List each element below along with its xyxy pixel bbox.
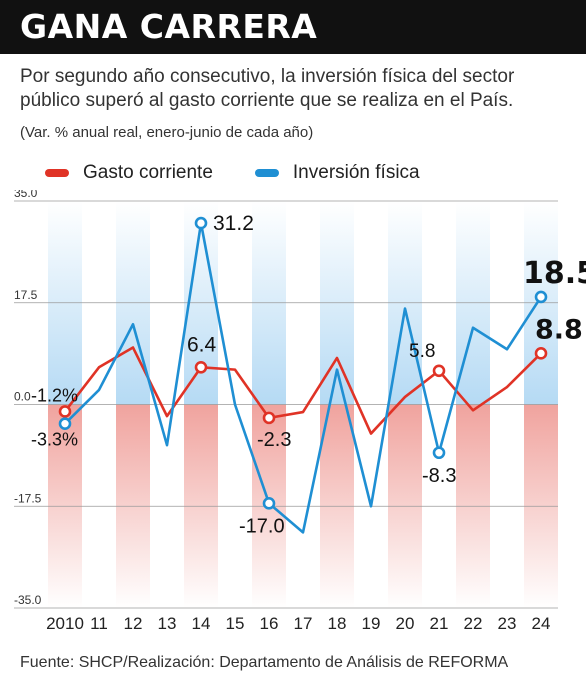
data-marker <box>58 417 72 430</box>
x-tick-label: 15 <box>226 614 245 633</box>
legend-swatch-gasto <box>45 169 69 177</box>
data-marker <box>534 290 548 304</box>
x-tick-label: 18 <box>328 614 347 633</box>
legend-swatch-inversion <box>254 169 279 177</box>
data-marker <box>194 216 208 230</box>
data-label: -8.3 <box>422 465 456 487</box>
legend-item-inversion: Inversión física <box>254 162 420 184</box>
legend: Gasto corriente Inversión física <box>45 161 462 185</box>
y-tick-label: -17.5 <box>14 491 42 505</box>
data-label: -2.3 <box>257 429 291 451</box>
x-tick-label: 19 <box>362 614 381 633</box>
data-label: 6.4 <box>187 333 217 356</box>
x-tick-label: 2010 <box>46 614 84 633</box>
y-tick-label: 35.0 <box>14 190 38 200</box>
data-marker <box>432 446 446 460</box>
data-label: 8.8 <box>535 314 583 345</box>
series-line-inversion-fisica <box>64 221 543 534</box>
x-tick-label: 24 <box>532 614 551 633</box>
data-label: -17.0 <box>239 515 285 537</box>
data-label: 5.8 <box>409 341 435 362</box>
x-tick-label: 20 <box>396 614 415 633</box>
x-tick-label: 11 <box>90 614 108 633</box>
data-marker <box>194 360 208 374</box>
data-label: -3.3% <box>31 430 78 450</box>
source-note: Fuente: SHCP/Realización: Departamento d… <box>20 654 509 671</box>
y-tick-label: 17.5 <box>14 288 38 302</box>
x-tick-label: 13 <box>158 614 177 633</box>
line-chart: 35.0 17.5 0.0 -17.5 -35.0 2010 11 12 13 14 15 16 17 1… <box>14 190 586 633</box>
data-label: -1.2% <box>31 385 78 405</box>
x-tick-label: 22 <box>464 614 483 633</box>
data-marker <box>432 364 446 378</box>
data-marker <box>262 411 276 425</box>
legend-label-inversion: Inversión física <box>292 162 420 183</box>
page-title: GANA CARRERA <box>20 7 318 46</box>
subtitle: Por segundo año consecutivo, la inversió… <box>20 66 515 111</box>
data-label: 31.2 <box>213 212 254 235</box>
data-marker <box>534 347 548 360</box>
data-label: 18.5 <box>523 256 586 291</box>
x-tick-label: 12 <box>124 614 143 633</box>
data-marker <box>58 405 72 418</box>
y-tick-label: -35.0 <box>14 593 42 607</box>
x-tick-label: 23 <box>498 614 517 633</box>
x-tick-label: 14 <box>192 614 211 633</box>
series-line-gasto-corriente <box>63 346 542 435</box>
y-tick-label: 0.0 <box>14 390 31 404</box>
legend-label-gasto: Gasto corriente <box>83 162 213 183</box>
legend-item-gasto: Gasto corriente <box>45 162 213 184</box>
units-note: (Var. % anual real, enero-junio de cada … <box>20 124 314 141</box>
x-tick-label: 17 <box>294 614 313 633</box>
x-tick-label: 16 <box>260 614 279 633</box>
data-marker <box>262 497 276 510</box>
header-bar: GANA CARRERA <box>0 0 586 54</box>
x-tick-label: 21 <box>430 614 449 633</box>
